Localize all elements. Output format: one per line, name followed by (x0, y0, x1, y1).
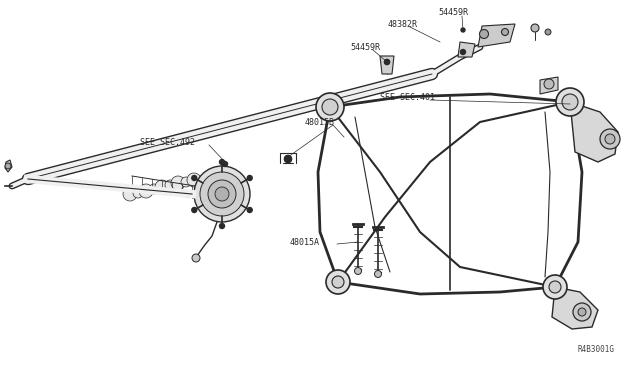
Text: SEE SEC.401: SEE SEC.401 (380, 93, 435, 102)
Text: 54459R: 54459R (350, 42, 380, 51)
Polygon shape (5, 160, 12, 172)
Circle shape (192, 208, 196, 212)
Polygon shape (380, 56, 394, 74)
Circle shape (531, 24, 539, 32)
Circle shape (171, 176, 185, 190)
Polygon shape (552, 287, 598, 329)
Circle shape (385, 60, 390, 64)
Circle shape (479, 29, 488, 38)
Circle shape (247, 176, 252, 180)
Circle shape (543, 275, 567, 299)
Circle shape (139, 184, 153, 198)
Circle shape (573, 303, 591, 321)
Circle shape (192, 176, 196, 180)
Circle shape (562, 94, 578, 110)
Polygon shape (458, 42, 475, 57)
Circle shape (223, 161, 227, 167)
Circle shape (215, 187, 229, 201)
Circle shape (192, 254, 200, 262)
Text: 54459R: 54459R (438, 7, 468, 16)
Circle shape (600, 129, 620, 149)
Circle shape (194, 166, 250, 222)
Circle shape (220, 160, 225, 164)
Text: 48382R: 48382R (388, 19, 418, 29)
Circle shape (316, 93, 344, 121)
Circle shape (385, 60, 390, 64)
Polygon shape (570, 102, 618, 162)
Text: R4B3001G: R4B3001G (577, 346, 614, 355)
Text: 48015B: 48015B (305, 118, 335, 126)
Circle shape (208, 180, 236, 208)
Circle shape (461, 28, 465, 32)
Circle shape (165, 180, 175, 190)
Circle shape (181, 177, 191, 187)
Text: SEE SEC.492: SEE SEC.492 (140, 138, 195, 147)
Circle shape (549, 281, 561, 293)
Circle shape (374, 270, 381, 278)
Circle shape (322, 99, 338, 115)
Circle shape (578, 308, 586, 316)
Circle shape (332, 276, 344, 288)
Circle shape (155, 180, 169, 194)
Polygon shape (478, 24, 515, 47)
Circle shape (220, 224, 225, 228)
Circle shape (545, 29, 551, 35)
Circle shape (544, 79, 554, 89)
Circle shape (556, 88, 584, 116)
Polygon shape (540, 77, 558, 94)
Circle shape (5, 163, 11, 169)
Circle shape (247, 208, 252, 212)
Circle shape (200, 172, 244, 216)
Circle shape (187, 173, 201, 187)
Circle shape (285, 155, 291, 163)
Circle shape (133, 188, 143, 198)
Circle shape (123, 187, 137, 201)
Circle shape (502, 29, 509, 35)
Text: 48015A: 48015A (290, 237, 320, 247)
Circle shape (355, 267, 362, 275)
Circle shape (605, 134, 615, 144)
Circle shape (461, 49, 465, 55)
Circle shape (285, 155, 291, 163)
Circle shape (326, 270, 350, 294)
Circle shape (149, 184, 159, 194)
